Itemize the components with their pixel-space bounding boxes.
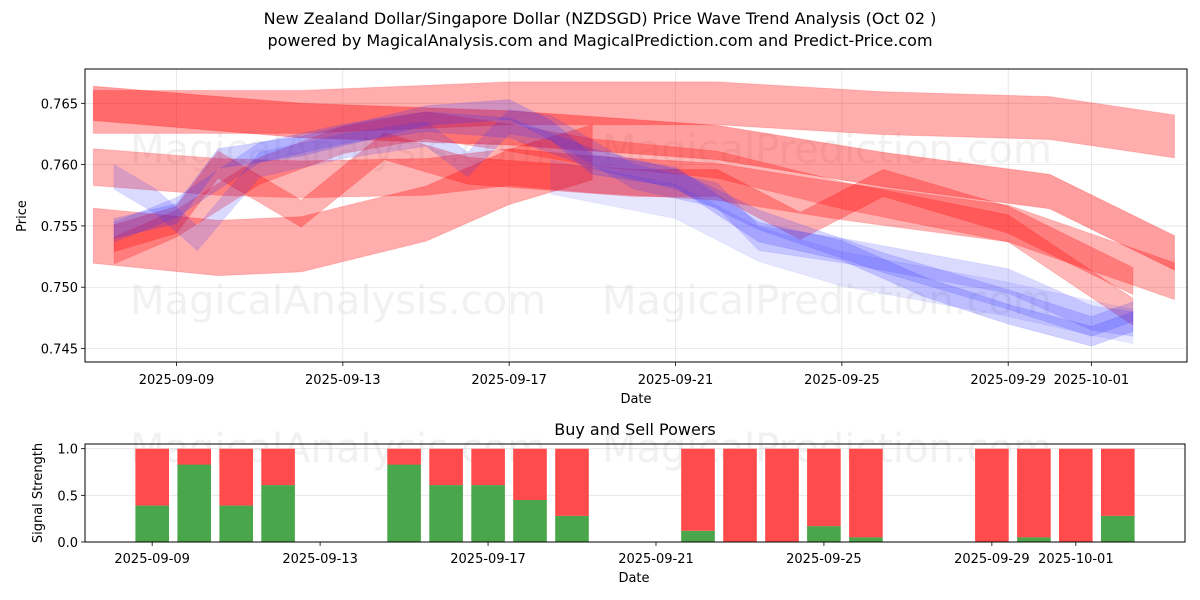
buy-bar [555,515,589,542]
signal-x-tick-label: 2025-09-21 [618,552,694,567]
sell-bar [429,448,463,486]
buy-bar [219,505,253,542]
signal-x-tick-label: 2025-09-25 [786,552,862,567]
buy-bar [471,485,505,542]
main-y-tick-label: 0.745 [41,343,78,358]
signal-x-axis-label: Date [618,571,649,586]
sell-bar [177,448,211,465]
sell-bar [261,448,295,486]
sell-bar [807,448,841,527]
watermark-prediction-bottom: MagicalPrediction.com [602,278,1052,324]
sell-bar [555,448,589,516]
chart-title: New Zealand Dollar/Singapore Dollar (NZD… [263,9,937,28]
watermark-prediction-top: MagicalPrediction.com [602,127,1052,173]
price-band-blue-wave-1 [113,109,1134,337]
buy-bar [1101,515,1135,542]
sell-bar [1017,448,1051,538]
price-band-blue-light-lower [550,159,1134,345]
signal-chart-title: Buy and Sell Powers [554,420,716,439]
sell-bar [471,448,505,486]
signal-y-tick-label: 0.0 [57,536,78,551]
main-grid [85,69,1187,362]
price-band-blue-wave-2 [113,99,1134,347]
main-y-axis-label: Price [15,200,30,232]
signal-x-tick-label: 2025-09-09 [114,552,190,567]
price-band-red-dark-upper [92,85,1175,271]
buy-bar [387,464,421,542]
signal-x-tick-label: 2025-09-13 [282,552,358,567]
main-ticks: 2025-09-09 2025-09-13 2025-09-17 2025-09-21… [41,97,1129,388]
buy-bar [429,485,463,542]
main-x-tick-label: 2025-09-09 [139,373,215,388]
buy-bar [261,485,295,542]
price-band-red-wide-top [92,81,1175,159]
buy-bar [513,500,547,542]
price-band-red-wave-1 [113,132,1134,296]
sell-bar [387,448,421,465]
sell-bar [513,448,547,500]
buy-bar [177,464,211,542]
buy-bar [807,526,841,542]
sell-bar [723,448,757,542]
watermark-analysis-top: MagicalAnalysis.com [130,127,546,173]
sell-bar [681,448,715,531]
main-x-tick-label: 2025-09-13 [305,373,381,388]
main-x-tick-label: 2025-09-25 [804,373,880,388]
main-x-tick-label: 2025-09-17 [471,373,547,388]
main-x-axis-label: Date [620,392,651,407]
main-y-tick-label: 0.750 [41,281,78,296]
main-y-tick-label: 0.760 [41,159,78,174]
signal-x-tick-label: 2025-09-17 [450,552,526,567]
main-y-tick-label: 0.765 [41,97,78,112]
main-axes-frame [84,68,1188,363]
sell-bar [849,448,883,538]
signal-ticks: 0.0 0.5 1.0 2025-09-09 2025-09-13 2025-09-17 2… [57,443,1113,567]
price-band-red-mid-1 [92,148,1175,300]
signal-x-tick-label: 2025-10-01 [1038,552,1114,567]
sell-bar [135,448,169,506]
sell-bar [765,448,799,542]
signal-y-tick-label: 1.0 [57,443,78,458]
sell-bar [1059,448,1093,542]
price-band-red-wave-2 [113,111,1134,326]
sell-bar [975,448,1009,542]
price-band-red-wide-bottom [92,124,593,277]
sell-bar [1101,448,1135,516]
buy-bar [681,530,715,542]
sell-bar [219,448,253,506]
buy-bar [1017,537,1051,542]
watermark-analysis-bottom: MagicalAnalysis.com [130,278,546,324]
signal-y-axis-label: Signal Strength [31,443,46,543]
signal-y-tick-label: 0.5 [57,489,78,504]
buy-bar [135,505,169,542]
signal-x-tick-label: 2025-09-29 [954,552,1030,567]
price-bands [92,81,1175,347]
main-x-tick-label: 2025-09-21 [638,373,714,388]
signal-bars [135,448,1135,542]
chart-subtitle: powered by MagicalAnalysis.com and Magic… [267,31,933,50]
buy-bar [849,537,883,542]
main-x-tick-label: 2025-09-29 [970,373,1046,388]
main-x-tick-label: 2025-10-01 [1054,373,1130,388]
signal-axes-frame [84,443,1186,543]
main-y-tick-label: 0.755 [41,220,78,235]
main-watermarks: MagicalAnalysis.com MagicalPrediction.co… [130,127,1052,324]
price-band-blue-wave-3 [113,111,1134,337]
